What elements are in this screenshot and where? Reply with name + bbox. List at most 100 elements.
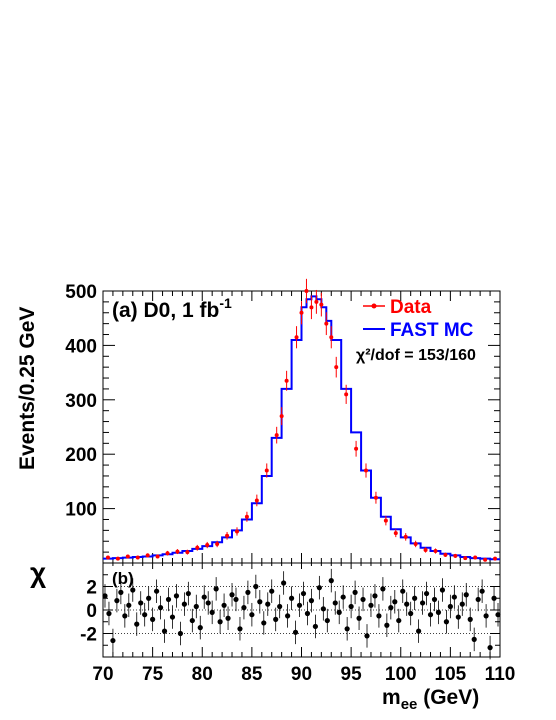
residual-reference-lines xyxy=(103,586,500,634)
data-point-marker xyxy=(334,365,339,370)
residual-point xyxy=(253,574,259,599)
data-point-marker xyxy=(155,554,160,559)
residual-y-axis-title: χ xyxy=(30,557,46,588)
residual-point xyxy=(102,584,108,608)
residual-point-marker xyxy=(304,610,311,617)
residual-point-marker xyxy=(138,600,144,606)
residual-point-marker xyxy=(165,596,172,603)
residual-point-marker xyxy=(296,602,303,608)
residual-point xyxy=(427,602,434,627)
residual-point-marker xyxy=(189,617,195,624)
data-point xyxy=(413,540,418,548)
data-point xyxy=(244,511,249,522)
data-point-marker xyxy=(373,495,378,500)
residual-point-marker xyxy=(404,601,410,607)
residual-point xyxy=(431,587,438,612)
fast-mc-curve xyxy=(103,295,500,561)
residual-point xyxy=(269,579,275,603)
x-ticks xyxy=(102,563,501,657)
residual-point-marker xyxy=(396,617,402,624)
residual-point xyxy=(459,592,465,616)
x-axis-title-subscript: ee xyxy=(401,696,418,713)
data-point xyxy=(463,556,468,561)
residual-point xyxy=(491,586,497,610)
data-point-marker xyxy=(185,550,190,555)
residual-point-marker xyxy=(412,595,418,601)
data-series xyxy=(105,278,498,562)
data-point-marker xyxy=(125,554,130,559)
residual-point-marker xyxy=(491,595,497,601)
residual-point xyxy=(372,584,378,608)
residual-point-marker xyxy=(146,595,152,601)
residual-point xyxy=(495,602,501,627)
residual-point xyxy=(312,614,318,639)
residual-point xyxy=(138,591,144,615)
data-point xyxy=(403,533,408,541)
residual-point xyxy=(364,624,370,648)
residual-point xyxy=(348,594,354,619)
residual-point-marker xyxy=(269,588,275,594)
residual-point xyxy=(451,585,457,609)
residual-point xyxy=(392,590,398,614)
x-tick-label: 80 xyxy=(192,664,213,685)
residual-point-marker xyxy=(122,613,128,619)
main-y-tick-label: 200 xyxy=(65,445,97,466)
residual-point-marker xyxy=(185,590,191,597)
x-axis-title-unit: (GeV) xyxy=(417,686,479,709)
data-point-marker xyxy=(274,433,279,438)
residual-point-marker xyxy=(384,622,390,628)
data-point xyxy=(383,515,388,526)
residual-point-marker xyxy=(292,629,299,635)
residual-point xyxy=(360,587,366,612)
residual-point-marker xyxy=(312,623,318,630)
data-point-marker xyxy=(433,549,438,554)
residual-point xyxy=(368,593,374,618)
residual-point xyxy=(273,607,279,632)
data-point xyxy=(125,554,130,559)
residual-point xyxy=(165,587,172,612)
residual-point-marker xyxy=(348,603,354,610)
residual-point xyxy=(229,582,235,607)
residual-point xyxy=(193,594,199,619)
residual-point-marker xyxy=(495,612,501,618)
legend-mc-label: FAST MC xyxy=(390,320,474,341)
x-tick-labels: 70 75 80 85 90 95 100 105 110 xyxy=(92,664,515,685)
residual-point-marker xyxy=(372,593,378,599)
data-point-marker xyxy=(344,392,349,397)
data-point-marker xyxy=(135,555,140,560)
residual-point xyxy=(320,597,326,621)
residual-point-marker xyxy=(328,578,334,584)
residual-point xyxy=(356,606,362,630)
data-point xyxy=(483,557,488,562)
residual-point-marker xyxy=(447,603,453,610)
fast-mc-series xyxy=(103,295,500,561)
residual-point-marker xyxy=(197,625,203,631)
residual-point xyxy=(408,601,414,626)
residual-point-marker xyxy=(459,601,465,607)
legend: Data FAST MC χ²/dof = 153/160 xyxy=(356,297,476,364)
residual-point xyxy=(150,607,156,632)
data-point-marker xyxy=(264,468,269,473)
residual-point-marker xyxy=(110,637,116,644)
residual-point xyxy=(233,587,239,612)
residual-point xyxy=(376,604,382,628)
residual-point xyxy=(169,605,176,629)
residual-point-marker xyxy=(173,593,180,599)
residual-point-marker xyxy=(241,605,247,611)
main-y-ticks xyxy=(103,290,500,564)
data-point xyxy=(433,548,438,554)
residual-point xyxy=(404,592,410,616)
residual-point-marker xyxy=(419,600,426,606)
residual-point-marker xyxy=(118,589,124,595)
data-point-marker xyxy=(195,545,200,550)
data-point-marker xyxy=(319,302,324,307)
residual-point-marker xyxy=(142,612,148,618)
residual-point xyxy=(340,585,346,609)
data-point xyxy=(319,292,324,317)
data-point xyxy=(274,426,279,444)
data-point xyxy=(354,440,359,457)
data-point-marker xyxy=(215,541,220,546)
residual-point-marker xyxy=(427,612,434,618)
residual-point xyxy=(384,613,390,638)
